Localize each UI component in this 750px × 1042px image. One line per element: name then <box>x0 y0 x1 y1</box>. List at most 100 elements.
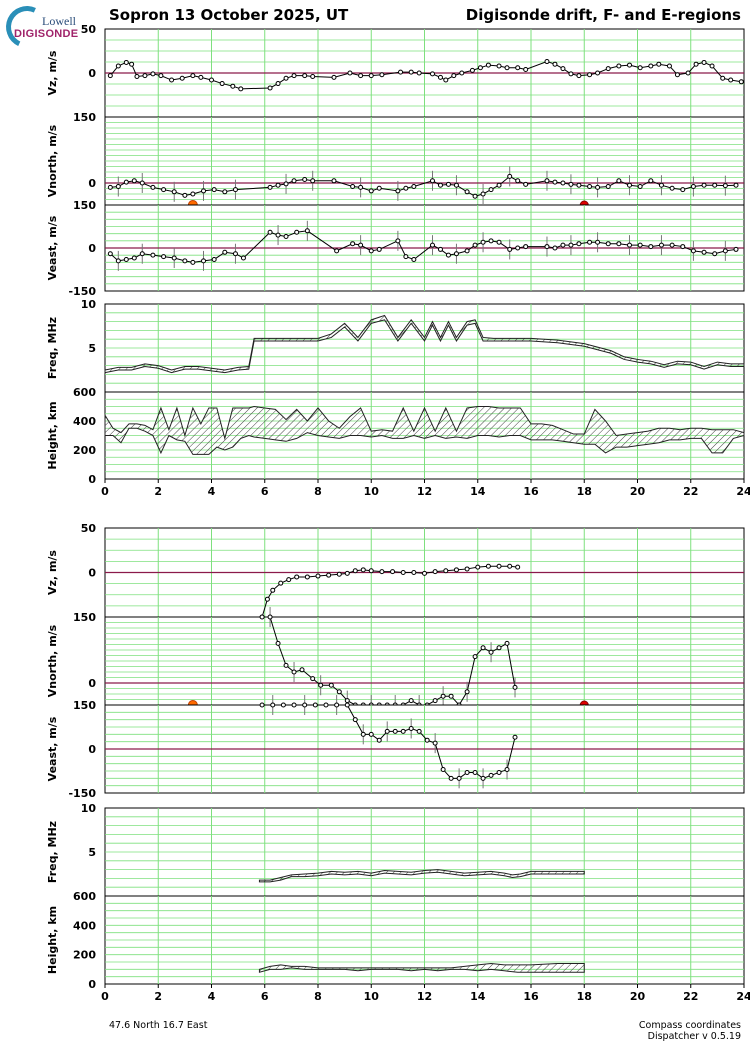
f-panel-2-data-point <box>445 252 451 258</box>
e-panel-1-data-point <box>283 662 289 668</box>
f-panel-2-data-point <box>523 244 529 250</box>
f-panel-1-data-point <box>275 182 281 188</box>
f-panel-0-data-point <box>576 73 582 79</box>
f-panel-1-data-point <box>576 182 582 188</box>
f-panel-0-data-point <box>568 71 574 77</box>
f-panel-0-data-point <box>709 63 715 69</box>
f-panel-2-data-point <box>733 246 739 252</box>
f-panel-1-data-point <box>302 176 308 182</box>
e-panel-4: 600 400 200 0 Height, km <box>46 890 745 991</box>
f-panel-0-data-point <box>648 63 654 69</box>
f-panel-0-data-point <box>142 73 148 79</box>
e-panel-1-ytick-label: 150 <box>73 611 96 624</box>
f-panel-0-data-point <box>544 59 550 65</box>
e-panel-1-data-point <box>408 698 414 704</box>
e-panel-4-band <box>258 962 585 973</box>
e-panel-0-data-point <box>264 596 270 602</box>
f-panel-2-data-point <box>131 255 137 261</box>
f-panel-0-data-point <box>523 66 529 72</box>
f-panel-1-data-point <box>472 193 478 199</box>
e-panel-2-data-point <box>323 702 329 708</box>
e-panel-0-data-point <box>507 563 513 569</box>
f-panel-2-ytick-label: 150 <box>73 199 96 212</box>
e-panel-0-series-line <box>261 565 518 618</box>
e-panel-0: 50 0 Vz, m/s <box>46 522 745 620</box>
f-panel-2-data-point <box>283 234 289 240</box>
e-xtick-label: 0 <box>101 990 109 1003</box>
e-panel-2-data-point <box>368 731 374 737</box>
f-panel-2-data-point <box>211 256 217 262</box>
e-xtick-label: 14 <box>470 990 486 1003</box>
f-xtick-label: 24 <box>736 485 750 498</box>
f-panel-1-data-point <box>437 182 443 188</box>
e-panel-0-data-point <box>286 577 292 583</box>
f-xtick-label: 4 <box>208 485 216 498</box>
f-panel-2-data-point <box>576 241 582 247</box>
f-panel-0-data-point <box>637 65 643 71</box>
e-panel-2-ylabel: Veast, m/s <box>46 716 59 781</box>
e-panel-0-data-point <box>390 569 396 575</box>
f-panel-1-data-point <box>211 187 217 193</box>
f-panel-2-data-point <box>171 255 177 261</box>
logo-text-digisonde: DIGISONDE <box>14 28 79 40</box>
f-panel-3: 10 5 Freq, MHz <box>46 298 745 393</box>
f-panel-1-data-point <box>488 187 494 193</box>
e-panel-0-data-point <box>270 587 276 593</box>
e-xtick-label: 2 <box>154 990 162 1003</box>
f-panel-0-data-point <box>198 74 204 80</box>
e-panel-1-data-point <box>472 654 478 660</box>
f-panel-0-data-point <box>477 65 483 71</box>
e-panel-4-ytick-label: 0 <box>88 978 96 991</box>
f-panel-0-data-point <box>515 65 521 71</box>
f-panel-1-data-point <box>267 184 273 190</box>
e-panel-1-data-point <box>299 667 305 673</box>
e-xtick-label: 18 <box>577 990 592 1003</box>
f-panel-2-data-point <box>472 242 478 248</box>
f-xtick-label: 16 <box>523 485 539 498</box>
f-panel-0-data-point <box>331 74 337 80</box>
f-xtick-label: 20 <box>630 485 646 498</box>
e-xtick-label: 24 <box>736 990 750 1003</box>
e-panel-2: 150 0 -150 Veast, m/s <box>46 695 745 800</box>
e-panel-2-data-point <box>448 775 454 781</box>
e-panel-2-data-point <box>440 767 446 773</box>
f-xtick-label: 10 <box>364 485 380 498</box>
e-panel-2-data-point <box>392 728 398 734</box>
f-panel-1-data-point <box>507 173 513 179</box>
f-panel-1-data-point <box>464 189 470 195</box>
f-panel-1-data-point <box>669 185 675 191</box>
f-panel-1-data-point <box>658 182 664 188</box>
e-panel-2-data-point <box>488 772 494 778</box>
e-panel-1-data-point <box>318 682 324 688</box>
e-panel-0-data-point <box>336 571 342 577</box>
e-panel-2-data-point <box>352 717 358 723</box>
e-panel-0-data-point <box>485 563 491 569</box>
f-panel-1-data-point <box>222 189 228 195</box>
f-panel-2-data-point <box>368 248 374 254</box>
f-panel-1-data-point <box>544 178 550 184</box>
f-panel-2-data-point <box>161 254 167 260</box>
f-panel-2-data-point <box>595 239 601 245</box>
f-panel-1-data-point <box>182 192 188 198</box>
f-panel-2-data-point <box>139 251 145 257</box>
f-panel-1-data-point <box>648 178 654 184</box>
e-panel-1-data-point <box>310 676 316 682</box>
f-panel-3-ytick-label: 5 <box>88 342 96 355</box>
f-panel-1-data-point <box>496 182 502 188</box>
f-panel-0-data-point <box>437 74 443 80</box>
f-panel-2-data-point <box>334 248 340 254</box>
f-panel-2-data-point <box>182 258 188 264</box>
f-panel-1-data-point <box>201 188 207 194</box>
f-panel-2-data-point <box>437 246 443 252</box>
f-panel-2-data-point <box>587 239 593 245</box>
f-panel-0-data-point <box>595 70 601 76</box>
f-panel-2-data-point <box>275 232 281 238</box>
f-panel-0-data-point <box>552 61 558 67</box>
f-panel-2-data-point <box>496 239 502 245</box>
f-panel-1-data-point <box>523 181 529 187</box>
f-panel-1-data-point <box>107 184 113 190</box>
f-panel-0-data-point <box>358 73 364 79</box>
e-panel-1-data-point <box>480 645 486 651</box>
f-panel-2-data-point <box>395 238 401 244</box>
f-panel-0-data-point <box>720 75 726 81</box>
